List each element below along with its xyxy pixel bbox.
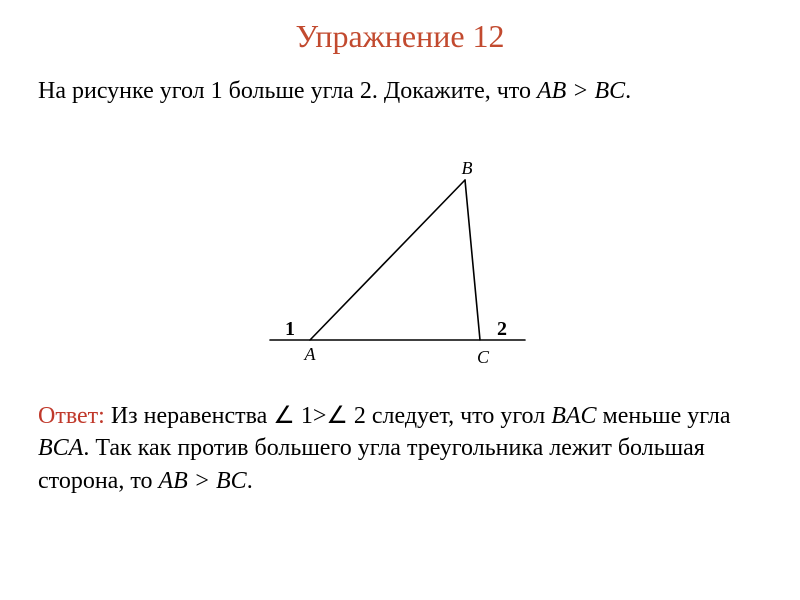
ab-gt-bc: AB > BC	[159, 468, 247, 494]
problem-text: На рисунке угол 1 больше угла 2. Докажит…	[38, 76, 762, 107]
answer-text: Ответ: Из неравенства ∠ 1>∠ 2 следует, ч…	[38, 400, 762, 497]
answer-part3: меньше угла	[597, 403, 731, 429]
inequality-op: >	[313, 403, 327, 429]
answer-part1: Из неравенства	[105, 403, 273, 429]
answer-label: Ответ:	[38, 403, 105, 429]
angle-2: ∠ 2	[326, 403, 366, 429]
problem-part-a: На рисунке угол 1 больше угла 2. Докажит…	[38, 78, 537, 104]
angle-bca: BCA	[38, 435, 83, 461]
answer-part4: . Так как против большего угла треугольн…	[38, 435, 705, 493]
answer-part2: следует, что угол	[366, 403, 551, 429]
svg-text:B: B	[462, 160, 473, 178]
angle-bac: BAC	[551, 403, 596, 429]
slide: Упражнение 12 На рисунке угол 1 больше у…	[0, 0, 800, 600]
exercise-title: Упражнение 12	[0, 18, 800, 55]
svg-text:2: 2	[497, 318, 507, 340]
svg-text:1: 1	[285, 318, 295, 340]
angle-1: ∠ 1	[273, 403, 313, 429]
problem-inequality: AB > BC	[537, 78, 625, 104]
svg-text:A: A	[304, 344, 317, 364]
svg-text:C: C	[477, 347, 490, 367]
problem-part-c: .	[625, 78, 631, 104]
triangle-diagram: A B C 1 2	[0, 160, 800, 375]
answer-part5: .	[247, 468, 253, 494]
